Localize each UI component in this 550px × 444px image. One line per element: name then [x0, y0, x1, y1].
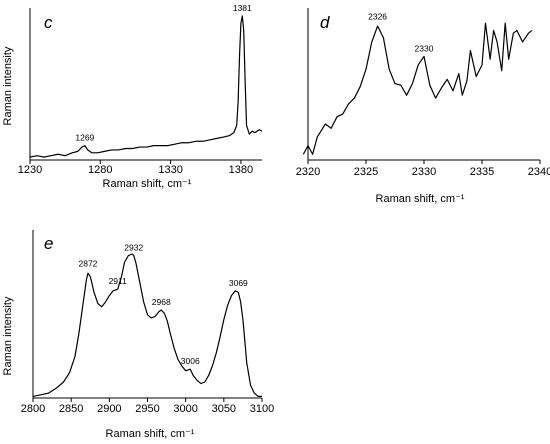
panel-d-peak-label: 2326	[368, 12, 387, 22]
panel-e-x-tick-label: 2900	[97, 403, 121, 415]
panel-d-x-tick-label: 2330	[412, 166, 436, 178]
panel-e-spectrum-line	[32, 253, 262, 397]
panel-d-peak-label: 2330	[415, 43, 434, 53]
panel-e-x-axis-label: Raman shift, cm⁻¹	[106, 428, 195, 440]
panel-e-x-tick-label: 3000	[173, 403, 197, 415]
panel-e-peak-label: 3069	[229, 278, 248, 288]
panel-e-peak-label: 2968	[152, 297, 171, 307]
panel-e-peak-label: 3006	[181, 356, 200, 366]
panel-d-x-axis-label: Raman shift, cm⁻¹	[376, 193, 465, 205]
panel-d-x-tick-label: 2320	[296, 166, 320, 178]
panel-e-x-tick-label: 3100	[250, 403, 274, 415]
panel-d-spectrum-line	[302, 22, 533, 155]
panel-e-y-axis-label: Raman intensity	[2, 296, 14, 375]
chart-panel-d: d Raman shift, cm⁻¹ 2320 2325 2330 2335 2340…	[296, 8, 550, 205]
chart-panel-e: e Raman intensity Raman shift, cm⁻¹ 2800…	[2, 230, 274, 440]
panel-d-letter: d	[320, 13, 330, 32]
panel-e-x-tick-label: 2800	[21, 403, 45, 415]
panel-c-x-axis-label: Raman shift, cm⁻¹	[103, 178, 192, 190]
panel-e-x-tick-label: 3050	[212, 403, 236, 415]
panel-d-x-tick-label: 2325	[354, 166, 378, 178]
panel-c-x-tick-label: 1330	[158, 164, 182, 176]
panel-c-peak-label: 1381	[233, 3, 252, 13]
panel-e-peak-label: 2932	[124, 243, 143, 253]
panel-c-x-tick-label: 1380	[229, 164, 253, 176]
panel-c-x-tick-label: 1230	[18, 164, 42, 176]
panel-c-spectrum-line	[29, 15, 263, 158]
panel-e-letter: e	[44, 234, 53, 253]
panel-e-peak-label: 2872	[78, 259, 97, 269]
panel-e-x-tick-label: 2950	[135, 403, 159, 415]
panel-c-x-tick-label: 1280	[88, 164, 112, 176]
panel-c-peak-label: 1269	[75, 133, 94, 143]
panel-d-x-tick-label: 2340	[528, 166, 550, 178]
panel-c-y-axis-label: Raman intensity	[2, 46, 14, 125]
panel-d-x-tick-label: 2335	[470, 166, 494, 178]
chart-panel-c: c Raman intensity Raman shift, cm⁻¹ 1230…	[2, 3, 263, 190]
panel-c-letter: c	[44, 13, 53, 32]
panel-e-x-tick-label: 2850	[59, 403, 83, 415]
panel-e-peak-label: 2911	[109, 276, 128, 286]
